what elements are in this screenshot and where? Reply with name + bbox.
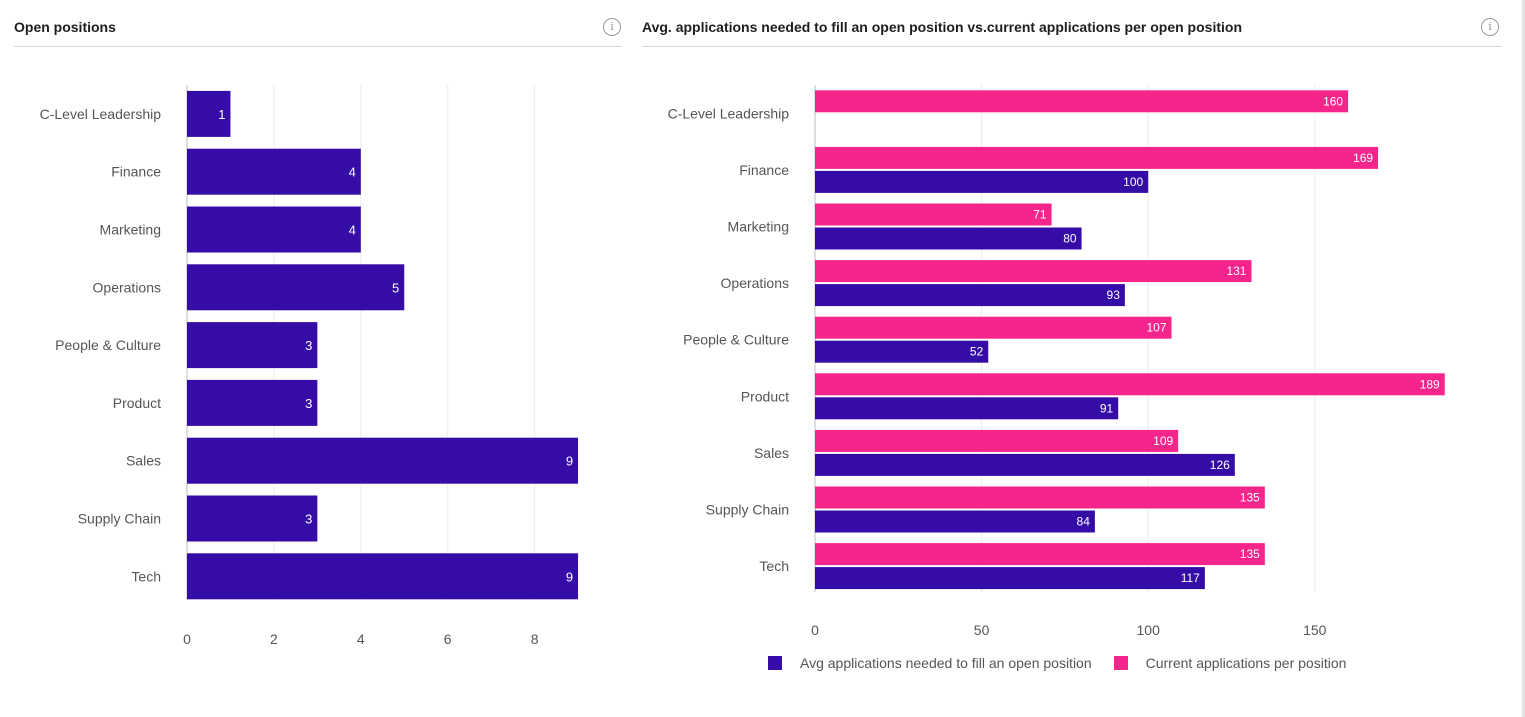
bar-open-positions-c-level-leadership[interactable] bbox=[187, 90, 231, 137]
bar-avg-needed-supply-chain[interactable] bbox=[815, 510, 1095, 533]
x-tick-label: 0 bbox=[183, 631, 191, 647]
right-panel-title: Avg. applications needed to fill an open… bbox=[642, 19, 1242, 35]
bar-value-label: 4 bbox=[349, 165, 356, 180]
bar-value-label: 9 bbox=[566, 454, 573, 469]
y-tick-label: C-Level Leadership bbox=[40, 106, 162, 122]
x-tick-label: 50 bbox=[974, 622, 990, 638]
bar-value-label: 109 bbox=[1153, 434, 1173, 448]
bar-value-label: 3 bbox=[305, 396, 312, 411]
bar-current-applications-marketing[interactable] bbox=[815, 203, 1052, 226]
bar-current-applications-supply-chain[interactable] bbox=[815, 486, 1265, 509]
bar-current-applications-tech[interactable] bbox=[815, 543, 1265, 566]
bar-value-label: 169 bbox=[1353, 151, 1373, 165]
x-tick-label: 150 bbox=[1303, 622, 1327, 638]
bar-value-label: 1 bbox=[218, 107, 225, 122]
bar-value-label: 131 bbox=[1226, 264, 1246, 278]
bar-value-label: 135 bbox=[1240, 491, 1260, 505]
left-panel-title: Open positions bbox=[14, 19, 116, 35]
bar-current-applications-people-and-culture[interactable] bbox=[815, 316, 1172, 339]
bar-avg-needed-sales[interactable] bbox=[815, 453, 1235, 476]
bar-open-positions-people-and-culture[interactable] bbox=[187, 322, 318, 369]
bar-current-applications-finance[interactable] bbox=[815, 146, 1379, 169]
y-tick-label: People & Culture bbox=[55, 337, 161, 353]
y-tick-label: People & Culture bbox=[683, 332, 789, 348]
y-tick-label: Sales bbox=[126, 453, 161, 469]
bar-current-applications-c-level-leadership[interactable] bbox=[815, 90, 1349, 113]
y-tick-label: Product bbox=[113, 395, 161, 411]
bar-value-label: 4 bbox=[349, 223, 356, 238]
bar-value-label: 71 bbox=[1033, 208, 1047, 222]
bar-open-positions-sales[interactable] bbox=[187, 437, 579, 484]
bar-current-applications-product[interactable] bbox=[815, 373, 1445, 396]
bar-value-label: 93 bbox=[1107, 288, 1121, 302]
bar-value-label: 100 bbox=[1123, 175, 1143, 189]
bar-open-positions-operations[interactable] bbox=[187, 264, 405, 311]
legend-label-current: Current applications per position bbox=[1145, 655, 1347, 671]
bar-value-label: 126 bbox=[1210, 458, 1230, 472]
x-tick-label: 100 bbox=[1137, 622, 1161, 638]
legend-label-avg-needed: Avg applications needed to fill an open … bbox=[800, 655, 1092, 671]
y-tick-label: Finance bbox=[111, 164, 161, 180]
x-tick-label: 4 bbox=[357, 631, 365, 647]
right-panel-divider bbox=[642, 46, 1502, 47]
x-tick-label: 6 bbox=[444, 631, 452, 647]
bar-value-label: 91 bbox=[1100, 401, 1114, 415]
info-icon[interactable]: i bbox=[1481, 18, 1499, 36]
bar-value-label: 160 bbox=[1323, 94, 1343, 108]
bar-value-label: 52 bbox=[970, 345, 984, 359]
bar-open-positions-finance[interactable] bbox=[187, 148, 361, 195]
bar-avg-needed-product[interactable] bbox=[815, 397, 1119, 420]
y-tick-label: Supply Chain bbox=[78, 511, 161, 527]
info-icon[interactable]: i bbox=[603, 18, 621, 36]
legend-swatch-avg-needed bbox=[768, 656, 782, 670]
y-tick-label: Finance bbox=[739, 162, 789, 178]
bar-value-label: 84 bbox=[1077, 515, 1091, 529]
bar-value-label: 117 bbox=[1181, 571, 1200, 585]
bar-open-positions-marketing[interactable] bbox=[187, 206, 361, 253]
bar-current-applications-operations[interactable] bbox=[815, 260, 1252, 283]
bar-avg-needed-people-and-culture[interactable] bbox=[815, 340, 989, 363]
bar-value-label: 189 bbox=[1420, 377, 1440, 391]
y-tick-label: Tech bbox=[759, 558, 789, 574]
legend-swatch-current bbox=[1113, 656, 1128, 670]
y-tick-label: Sales bbox=[754, 445, 789, 461]
legend-item-avg-needed[interactable]: Avg applications needed to fill an open … bbox=[768, 655, 1092, 671]
bar-value-label: 135 bbox=[1240, 547, 1260, 561]
bar-value-label: 3 bbox=[305, 512, 312, 527]
bar-value-label: 3 bbox=[305, 338, 312, 353]
bar-current-applications-sales[interactable] bbox=[815, 429, 1179, 452]
y-tick-label: Product bbox=[741, 388, 789, 404]
legend-item-current[interactable]: Current applications per position bbox=[1113, 655, 1347, 671]
y-tick-label: Tech bbox=[131, 568, 161, 584]
bar-avg-needed-finance[interactable] bbox=[815, 170, 1149, 193]
bar-value-label: 107 bbox=[1146, 321, 1166, 335]
bar-avg-needed-operations[interactable] bbox=[815, 284, 1125, 307]
y-tick-label: Marketing bbox=[728, 219, 789, 235]
y-tick-label: Operations bbox=[721, 275, 789, 291]
bar-open-positions-product[interactable] bbox=[187, 379, 318, 426]
x-tick-label: 2 bbox=[270, 631, 278, 647]
bar-value-label: 5 bbox=[392, 280, 399, 295]
bar-open-positions-tech[interactable] bbox=[187, 553, 579, 600]
bar-value-label: 9 bbox=[566, 569, 573, 584]
x-tick-label: 8 bbox=[531, 631, 539, 647]
bar-value-label: 80 bbox=[1063, 232, 1077, 246]
chart-legend: Avg applications needed to fill an open … bbox=[768, 655, 1368, 671]
bar-avg-needed-marketing[interactable] bbox=[815, 227, 1082, 250]
y-tick-label: Operations bbox=[93, 279, 161, 295]
bar-avg-needed-tech[interactable] bbox=[815, 567, 1205, 590]
left-panel-divider bbox=[14, 46, 622, 47]
x-tick-label: 0 bbox=[811, 622, 819, 638]
panel-right-edge bbox=[1522, 0, 1525, 717]
y-tick-label: Supply Chain bbox=[706, 502, 789, 518]
y-tick-label: C-Level Leadership bbox=[668, 105, 790, 121]
bar-open-positions-supply-chain[interactable] bbox=[187, 495, 318, 542]
y-tick-label: Marketing bbox=[100, 222, 161, 238]
